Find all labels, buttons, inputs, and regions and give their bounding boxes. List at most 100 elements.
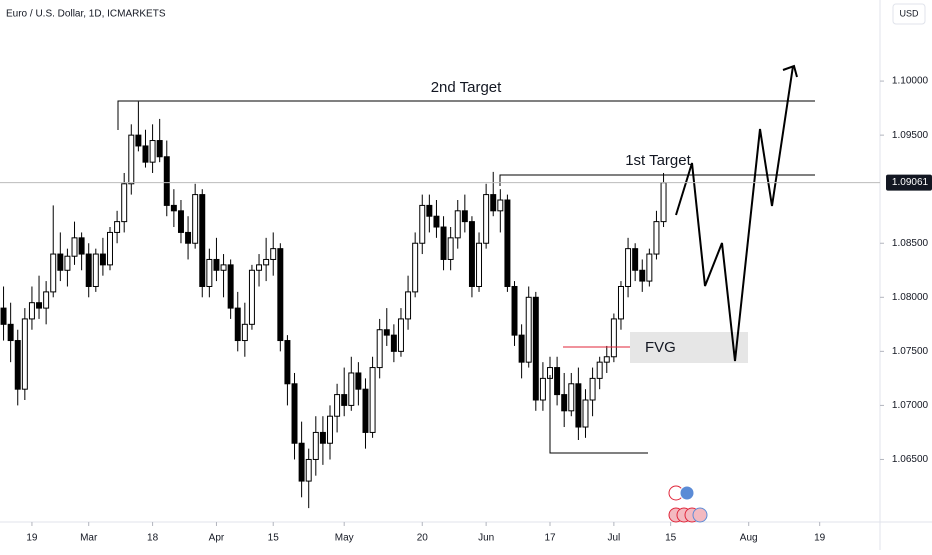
candle-body xyxy=(128,134,135,185)
candle-body xyxy=(575,383,582,428)
candle-body xyxy=(554,367,561,396)
candle-body xyxy=(383,329,390,336)
candle-body xyxy=(298,442,305,482)
annotation: FVG xyxy=(645,339,676,356)
x-tick-label: 17 xyxy=(544,533,556,544)
candle-body xyxy=(78,237,85,255)
candle-body xyxy=(291,383,298,444)
x-tick-label: Apr xyxy=(209,533,225,544)
plot-area xyxy=(0,101,667,509)
y-tick-label: 1.09500 xyxy=(892,130,929,141)
x-tick-label: 19 xyxy=(814,533,826,544)
candle-body xyxy=(454,210,461,239)
candle-body xyxy=(227,264,234,309)
candle-body xyxy=(71,237,78,257)
candle-body xyxy=(284,340,291,385)
event-icons[interactable] xyxy=(668,485,708,523)
x-tick-label: Jul xyxy=(607,533,620,544)
candle-body xyxy=(135,134,142,147)
candle-body xyxy=(50,253,57,293)
candle-body xyxy=(397,318,404,352)
low-bracket xyxy=(549,375,648,454)
candle-body xyxy=(206,258,213,287)
candle-body xyxy=(213,258,220,271)
target-line xyxy=(117,100,815,130)
y-tick-label: 1.08000 xyxy=(892,292,929,303)
candle-body xyxy=(7,323,14,342)
candle-body xyxy=(355,372,362,390)
candle-body xyxy=(305,458,312,482)
candle-body xyxy=(490,194,497,212)
candle-body xyxy=(21,318,28,390)
fvg-zone xyxy=(630,332,748,363)
candle-body xyxy=(156,140,163,158)
x-tick-label: May xyxy=(335,533,354,544)
x-tick-label: 18 xyxy=(147,533,159,544)
candle-body xyxy=(589,377,596,401)
candle-body xyxy=(582,399,589,428)
candle-body xyxy=(539,377,546,401)
candle-body xyxy=(525,296,532,363)
candle-body xyxy=(646,253,653,282)
candle-body xyxy=(433,215,440,228)
candle-body xyxy=(568,383,575,412)
event-icon[interactable] xyxy=(692,507,708,523)
candle-body xyxy=(511,285,518,336)
y-tick-label: 1.06500 xyxy=(892,454,929,465)
candle-body xyxy=(405,291,412,320)
candle-body xyxy=(248,269,255,325)
last-price-box xyxy=(886,174,932,191)
candle-body xyxy=(107,231,113,266)
candle-body xyxy=(653,221,660,255)
candle-body xyxy=(334,394,341,417)
candle-body xyxy=(241,323,248,342)
candle-body xyxy=(142,145,149,163)
candle-body xyxy=(461,210,468,223)
x-tick-label: 19 xyxy=(26,533,38,544)
chart-title: Euro / U.S. Dollar, 1D, ICMARKETS xyxy=(6,9,166,20)
candle-body xyxy=(0,307,7,325)
candle-body xyxy=(632,248,639,271)
candle-body xyxy=(220,264,227,271)
candle-body xyxy=(617,285,624,320)
candle-body xyxy=(341,394,348,406)
candle-body xyxy=(177,210,184,233)
candle-body xyxy=(234,307,241,342)
candle-body xyxy=(412,242,419,293)
candle-body xyxy=(419,204,426,244)
candle-body xyxy=(483,194,490,244)
candle-body xyxy=(64,255,71,271)
candle-body xyxy=(603,356,610,363)
candle-body xyxy=(468,221,475,287)
candle-body xyxy=(390,334,397,352)
candle-body xyxy=(440,226,447,260)
candle-body xyxy=(277,248,284,342)
candle-body xyxy=(312,431,319,460)
candle-body xyxy=(270,248,277,260)
annotation: 1st Target xyxy=(625,152,691,169)
x-tick-label: Mar xyxy=(80,533,98,544)
x-tick-label: Jun xyxy=(478,533,494,544)
candle-body xyxy=(85,253,92,287)
candle-body xyxy=(170,204,177,212)
currency-label[interactable]: USD xyxy=(899,8,919,18)
candle-body xyxy=(256,264,263,271)
candle-body xyxy=(532,296,539,401)
candle-body xyxy=(660,182,667,223)
candle-body xyxy=(518,334,525,363)
x-tick-label: 15 xyxy=(665,533,677,544)
last-price-label: 1.09061 xyxy=(892,177,929,188)
y-tick-label: 1.10000 xyxy=(892,76,929,87)
currency-box[interactable] xyxy=(892,3,926,25)
candle-body xyxy=(327,415,333,444)
candle-body xyxy=(185,231,192,244)
x-tick-label: 15 xyxy=(268,533,280,544)
event-icon[interactable] xyxy=(679,485,695,501)
y-tick-label: 1.07500 xyxy=(892,346,929,357)
candle-body xyxy=(92,253,99,287)
annotation: 2nd Target xyxy=(431,79,502,96)
y-tick-label: 1.08500 xyxy=(892,238,929,249)
projection-path xyxy=(675,65,794,362)
candle-body xyxy=(192,194,199,244)
